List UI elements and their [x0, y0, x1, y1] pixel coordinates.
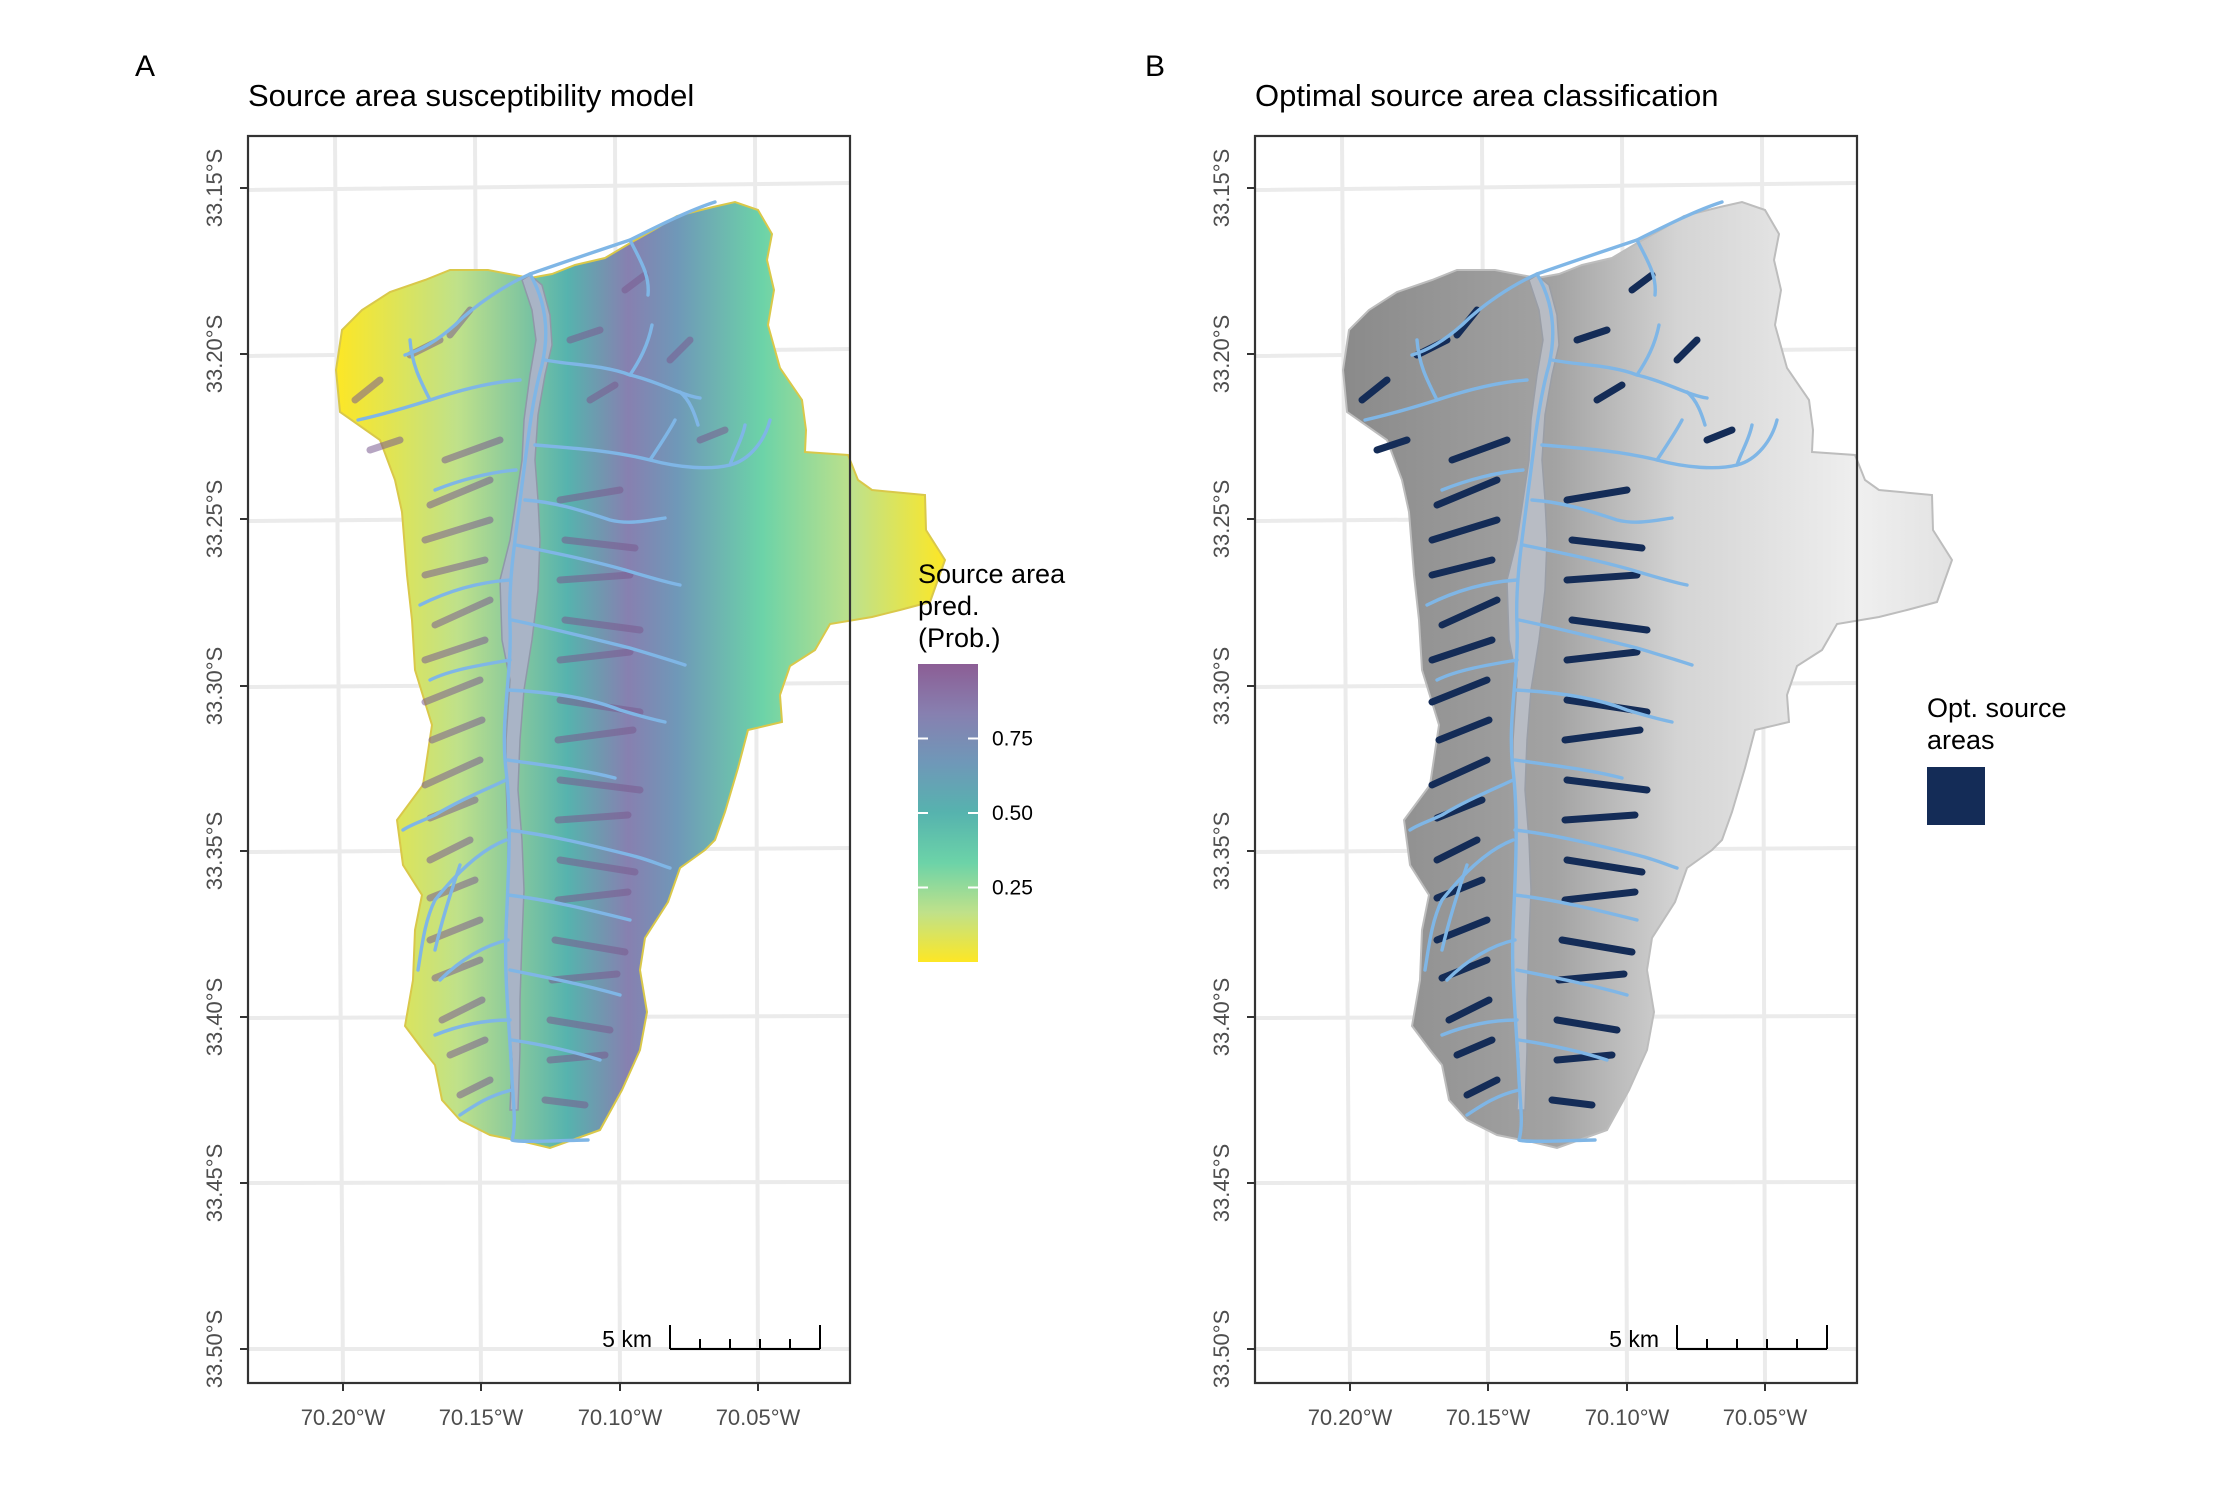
scale-bar-label: 5 km — [602, 1326, 652, 1352]
panel-a-letter: A — [135, 50, 155, 83]
y-tick-label: 33.20°S — [1209, 315, 1234, 394]
y-tick-label: 33.15°S — [202, 149, 227, 228]
y-tick-label: 33.50°S — [1209, 1310, 1234, 1389]
y-tick-label: 33.25°S — [1209, 480, 1234, 559]
y-tick-label: 33.35°S — [202, 812, 227, 891]
y-tick-label: 33.15°S — [1209, 149, 1234, 228]
y-tick-label: 33.50°S — [202, 1310, 227, 1389]
panel-b-x-axis: 70.20°W 70.15°W 70.10°W 70.05°W — [1308, 1383, 1808, 1430]
legend-title: pred. — [918, 591, 980, 621]
x-tick-label: 70.20°W — [301, 1405, 386, 1430]
colorbar-tick-label: 0.25 — [992, 877, 1033, 900]
x-tick-label: 70.15°W — [1446, 1405, 1531, 1430]
panel-a-plot-frame — [246, 134, 852, 1385]
panel-a-title: Source area susceptibility model — [248, 78, 694, 113]
panel-b-letter: B — [1145, 50, 1165, 83]
panel-b-map — [1342, 200, 1953, 1149]
y-tick-label: 33.30°S — [202, 647, 227, 726]
legend-title: Opt. source — [1927, 693, 2067, 723]
panel-b-scale-bar: 5 km — [1609, 1325, 1828, 1352]
panel-a-legend: Source area pred. (Prob.) 0.75 0.50 0.25 — [918, 559, 1066, 962]
y-tick-label: 33.45°S — [1209, 1144, 1234, 1223]
panel-a-x-axis: 70.20°W 70.15°W 70.10°W 70.05°W — [301, 1383, 801, 1430]
y-tick-label: 33.45°S — [202, 1144, 227, 1223]
y-tick-label: 33.30°S — [1209, 647, 1234, 726]
x-tick-label: 70.10°W — [1585, 1405, 1670, 1430]
legend-title: Source area — [918, 559, 1066, 589]
panel-b-plot-frame — [1253, 134, 1859, 1385]
x-tick-label: 70.15°W — [439, 1405, 524, 1430]
legend-title: (Prob.) — [918, 623, 1001, 653]
y-tick-label: 33.35°S — [1209, 812, 1234, 891]
y-tick-label: 33.40°S — [1209, 978, 1234, 1057]
y-tick-label: 33.40°S — [202, 978, 227, 1057]
panel-b: B Optimal source area classification 70.… — [1145, 50, 2067, 1430]
x-tick-label: 70.05°W — [716, 1405, 801, 1430]
y-tick-label: 33.20°S — [202, 315, 227, 394]
panel-a-scale-bar: 5 km — [602, 1325, 821, 1352]
y-tick-label: 33.25°S — [202, 480, 227, 559]
scale-bar-label: 5 km — [1609, 1326, 1659, 1352]
x-tick-label: 70.10°W — [578, 1405, 663, 1430]
x-tick-label: 70.20°W — [1308, 1405, 1393, 1430]
panel-a: A Source area susceptibility model 70.20… — [135, 50, 1066, 1430]
colorbar-tick-label: 0.50 — [992, 802, 1033, 825]
colorbar-tick-label: 0.75 — [992, 728, 1033, 751]
panel-b-y-axis: 33.15°S 33.20°S 33.25°S 33.30°S 33.35°S … — [1209, 149, 1255, 1389]
panel-a-map — [335, 200, 946, 1149]
colorbar-ticks: 0.75 0.50 0.25 — [918, 728, 1033, 900]
legend-title: areas — [1927, 725, 1995, 755]
panel-b-title: Optimal source area classification — [1255, 78, 1718, 113]
legend-swatch-source-areas — [1927, 767, 1985, 825]
x-tick-label: 70.05°W — [1723, 1405, 1808, 1430]
panel-a-y-axis: 33.15°S 33.20°S 33.25°S 33.30°S 33.35°S … — [202, 149, 248, 1389]
panel-b-legend: Opt. source areas — [1927, 693, 2067, 825]
